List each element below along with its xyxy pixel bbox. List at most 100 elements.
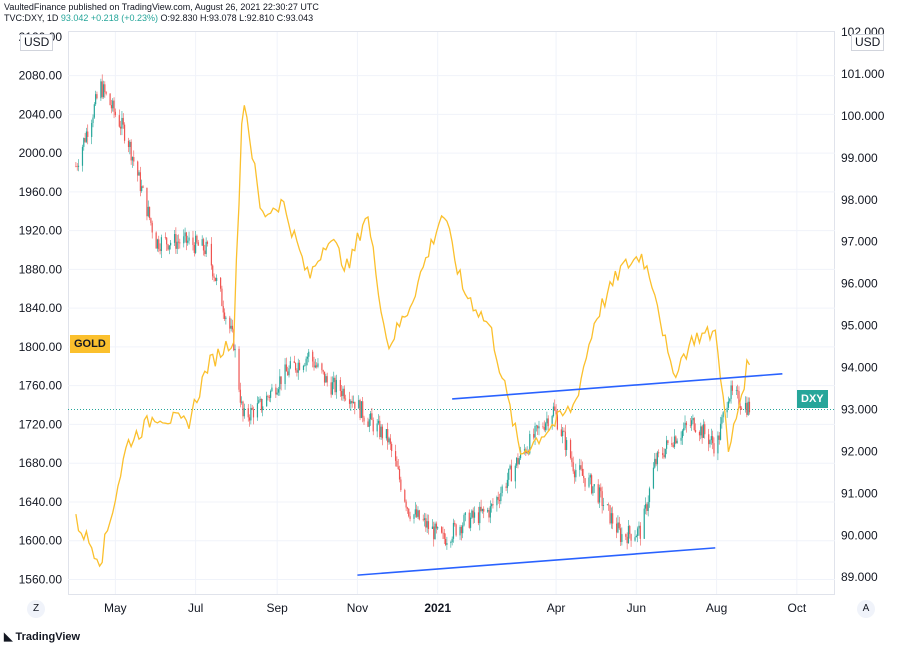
dxy-candle	[681, 429, 683, 445]
dxy-candle	[694, 423, 697, 433]
candle-body	[655, 458, 657, 465]
candle-body	[580, 465, 582, 469]
candle-body	[339, 379, 341, 391]
left-tick-label: 1600.00	[19, 534, 63, 548]
candle-body	[258, 400, 260, 404]
dxy-candle	[369, 411, 372, 426]
auto-scale-a-button[interactable]: A	[857, 600, 875, 618]
dxy-candle	[722, 411, 724, 423]
candle-body	[159, 249, 161, 251]
low-value: L:92.810	[239, 13, 275, 23]
dxy-candle	[602, 497, 605, 511]
candle-body	[431, 526, 434, 530]
dxy-candle	[297, 358, 299, 380]
dxy-candle	[230, 318, 232, 332]
candle-body	[433, 526, 435, 540]
candle-body	[644, 504, 647, 509]
dxy-candle	[139, 166, 141, 197]
dxy-candle	[483, 506, 485, 519]
candle-body	[418, 510, 420, 520]
candle-body	[77, 165, 80, 167]
candle-body	[569, 440, 572, 458]
dxy-candle	[359, 398, 361, 421]
dxy-candle	[101, 74, 103, 99]
candle-body	[131, 157, 134, 161]
dxy-candle	[197, 239, 199, 246]
candle-body	[597, 484, 599, 503]
dxy-candle	[518, 456, 520, 465]
candle-body	[710, 436, 712, 441]
dxy-candle	[304, 362, 306, 367]
dxy-candle	[652, 462, 655, 490]
candle-body	[740, 408, 743, 410]
candle-body	[398, 469, 401, 480]
auto-scale-z-button[interactable]: Z	[27, 600, 45, 618]
dxy-candle	[442, 526, 444, 540]
candle-body	[581, 468, 584, 476]
candle-body	[656, 452, 658, 465]
candle-body	[114, 111, 116, 116]
dxy-candle	[598, 484, 601, 508]
dxy-candle	[137, 160, 139, 182]
candle-body	[308, 351, 310, 357]
left-tick-label: 1760.00	[19, 379, 63, 393]
dxy-candle	[100, 78, 102, 101]
left-tick-label: 1720.00	[19, 417, 63, 431]
dxy-candle	[214, 277, 216, 282]
last-price: 93.042	[60, 13, 89, 23]
dxy-candle	[589, 473, 591, 485]
dxy-candle	[673, 429, 676, 450]
dxy-candle	[597, 479, 599, 505]
dxy-candle	[692, 414, 694, 425]
dxy-candle	[216, 274, 218, 286]
symbol-label: TVC:DXY, 1D	[4, 13, 59, 23]
candle-body	[612, 513, 614, 524]
candle-body	[501, 486, 503, 493]
candle-body	[684, 422, 686, 429]
candle-body	[648, 488, 651, 503]
dxy-candle	[363, 415, 365, 426]
candle-body	[368, 419, 370, 427]
candle-body	[483, 508, 485, 512]
dxy-candle	[334, 375, 336, 396]
dxy-candle	[571, 451, 573, 467]
candle-body	[702, 424, 705, 438]
candle-body	[690, 420, 693, 426]
x-tick-label: Jun	[627, 601, 646, 615]
candle-body	[316, 365, 318, 367]
candle-body	[435, 523, 437, 529]
left-tick-label: 2040.00	[19, 107, 63, 121]
candle-body	[491, 504, 493, 507]
candle-body	[325, 376, 327, 383]
dxy-candle	[469, 512, 472, 532]
candle-body	[575, 469, 577, 478]
dxy-candle	[635, 534, 637, 538]
candle-body	[118, 115, 120, 127]
dxy-candle	[477, 506, 480, 526]
candle-body	[588, 477, 590, 487]
dxy-candle	[450, 540, 452, 548]
candle-body	[304, 365, 306, 366]
dxy-candle	[431, 519, 434, 530]
candle-body	[342, 388, 344, 397]
candle-body	[275, 387, 277, 395]
candle-body	[405, 501, 407, 508]
right-currency-label[interactable]: USD	[851, 34, 885, 51]
candle-body	[634, 537, 636, 541]
dxy-candle	[271, 383, 273, 392]
dxy-candle	[146, 187, 148, 221]
candle-body	[112, 100, 114, 109]
candle-body	[141, 186, 143, 192]
dxy-candle	[396, 456, 398, 467]
left-currency-label[interactable]: USD	[20, 34, 54, 51]
dxy-candle	[460, 525, 462, 541]
dxy-candle	[201, 235, 203, 246]
dxy-candle	[437, 526, 439, 531]
dxy-candle	[277, 386, 280, 396]
dxy-candle	[579, 458, 581, 477]
dxy-candle	[510, 459, 512, 482]
dxy-candle	[238, 346, 240, 393]
candle-body	[721, 417, 723, 424]
right-tick-label: 91.000	[841, 486, 878, 500]
